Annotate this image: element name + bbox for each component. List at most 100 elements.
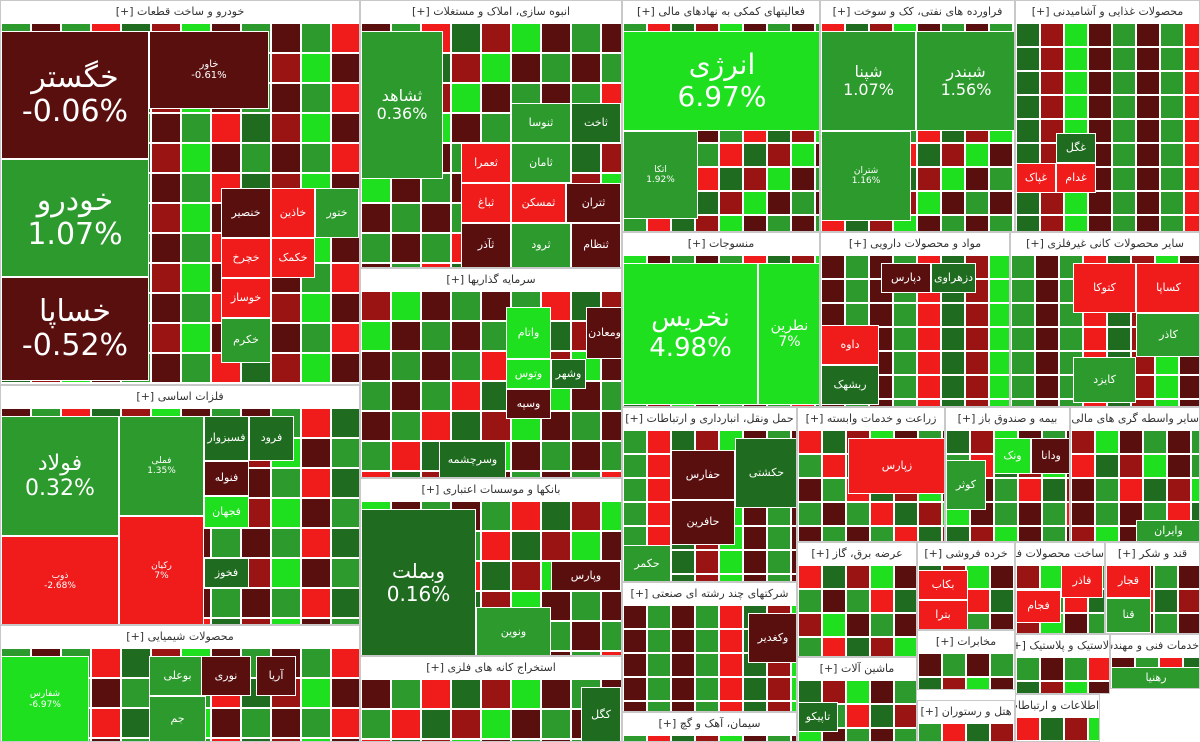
filler-tile[interactable] [1016, 47, 1040, 71]
filler-tile[interactable] [1040, 95, 1064, 119]
stock-tile[interactable]: خکمک [271, 238, 315, 278]
filler-tile[interactable] [481, 561, 511, 591]
filler-tile[interactable] [719, 167, 743, 191]
filler-tile[interactable] [822, 526, 846, 541]
filler-tile[interactable] [1095, 454, 1119, 478]
filler-tile[interactable] [966, 613, 990, 629]
filler-tile[interactable] [822, 430, 846, 454]
filler-tile[interactable] [893, 303, 917, 327]
filler-tile[interactable] [1011, 351, 1035, 375]
filler-tile[interactable] [151, 233, 181, 263]
filler-tile[interactable] [719, 574, 743, 581]
filler-tile[interactable] [331, 678, 359, 708]
filler-tile[interactable] [1095, 502, 1119, 526]
filler-tile[interactable] [917, 303, 941, 327]
stock-tile[interactable]: شبندر 1.56% [916, 31, 1014, 131]
stock-tile[interactable]: ونوین [476, 607, 551, 655]
filler-tile[interactable] [211, 113, 241, 143]
filler-tile[interactable] [1014, 613, 1015, 630]
filler-tile[interactable] [301, 408, 331, 438]
filler-tile[interactable] [361, 291, 391, 321]
filler-tile[interactable] [894, 613, 916, 637]
stock-tile[interactable]: قنا [1106, 598, 1151, 633]
filler-tile[interactable] [623, 478, 647, 502]
filler-tile[interactable] [894, 637, 916, 656]
filler-tile[interactable] [1064, 215, 1088, 231]
filler-tile[interactable] [941, 351, 965, 375]
filler-tile[interactable] [846, 565, 870, 589]
filler-tile[interactable] [941, 143, 965, 167]
filler-tile[interactable] [1191, 430, 1199, 454]
filler-tile[interactable] [451, 23, 481, 53]
filler-tile[interactable] [719, 629, 743, 653]
filler-tile[interactable] [942, 653, 966, 677]
filler-tile[interactable] [623, 454, 647, 478]
filler-tile[interactable] [571, 411, 601, 441]
sector-header[interactable]: سرمایه گذاریها [+] [361, 269, 621, 292]
filler-tile[interactable] [361, 441, 391, 471]
filler-tile[interactable] [1042, 502, 1066, 526]
filler-tile[interactable] [1095, 478, 1119, 502]
filler-tile[interactable] [965, 375, 989, 399]
filler-tile[interactable] [1178, 565, 1199, 589]
filler-tile[interactable] [421, 233, 451, 263]
stock-tile[interactable]: خکرم [221, 318, 271, 363]
filler-tile[interactable] [511, 53, 541, 83]
sector-header[interactable]: محصولات شیمیایی [+] [1, 626, 359, 649]
filler-tile[interactable] [1035, 351, 1059, 375]
sector-header[interactable]: بانکها و موسسات اعتباری [+] [361, 479, 621, 502]
filler-tile[interactable] [1018, 478, 1042, 502]
filler-tile[interactable] [241, 143, 271, 173]
filler-tile[interactable] [91, 678, 121, 708]
filler-tile[interactable] [361, 381, 391, 411]
filler-tile[interactable] [331, 293, 359, 323]
filler-tile[interactable] [1064, 71, 1088, 95]
filler-tile[interactable] [151, 323, 181, 353]
filler-tile[interactable] [421, 411, 451, 441]
stock-tile[interactable]: کایزد [1073, 357, 1136, 403]
filler-tile[interactable] [91, 708, 121, 738]
filler-tile[interactable] [571, 651, 601, 655]
filler-tile[interactable] [1011, 399, 1035, 406]
filler-tile[interactable] [241, 738, 271, 741]
filler-tile[interactable] [1184, 119, 1199, 143]
filler-tile[interactable] [1040, 47, 1064, 71]
filler-tile[interactable] [994, 502, 1018, 526]
filler-tile[interactable] [1064, 657, 1088, 681]
stock-tile[interactable]: فرود [249, 416, 294, 461]
stock-tile[interactable]: ثباغ [461, 183, 511, 223]
filler-tile[interactable] [1016, 681, 1040, 693]
filler-tile[interactable] [271, 293, 301, 323]
filler-tile[interactable] [1035, 375, 1059, 399]
filler-tile[interactable] [211, 708, 241, 738]
filler-tile[interactable] [271, 83, 301, 113]
filler-tile[interactable] [970, 430, 994, 454]
filler-tile[interactable] [918, 723, 942, 741]
filler-tile[interactable] [481, 739, 511, 741]
filler-tile[interactable] [1018, 526, 1042, 541]
filler-tile[interactable] [1167, 478, 1191, 502]
filler-tile[interactable] [1167, 454, 1191, 478]
filler-tile[interactable] [481, 679, 511, 709]
filler-tile[interactable] [1071, 430, 1095, 454]
filler-tile[interactable] [331, 528, 359, 558]
filler-tile[interactable] [966, 589, 990, 613]
filler-tile[interactable] [989, 303, 1009, 327]
filler-tile[interactable] [791, 677, 796, 701]
filler-tile[interactable] [151, 203, 181, 233]
filler-tile[interactable] [361, 233, 391, 263]
filler-tile[interactable] [1071, 502, 1095, 526]
stock-tile[interactable]: خاور -0.61% [149, 31, 269, 109]
filler-tile[interactable] [965, 303, 989, 327]
filler-tile[interactable] [1064, 681, 1088, 693]
filler-tile[interactable] [623, 605, 647, 629]
filler-tile[interactable] [743, 526, 767, 550]
filler-tile[interactable] [1088, 657, 1109, 681]
filler-tile[interactable] [822, 637, 846, 656]
filler-tile[interactable] [391, 739, 421, 741]
filler-tile[interactable] [1016, 191, 1040, 215]
filler-tile[interactable] [1160, 47, 1184, 71]
filler-tile[interactable] [894, 704, 916, 728]
filler-tile[interactable] [695, 677, 719, 701]
filler-tile[interactable] [1143, 478, 1167, 502]
